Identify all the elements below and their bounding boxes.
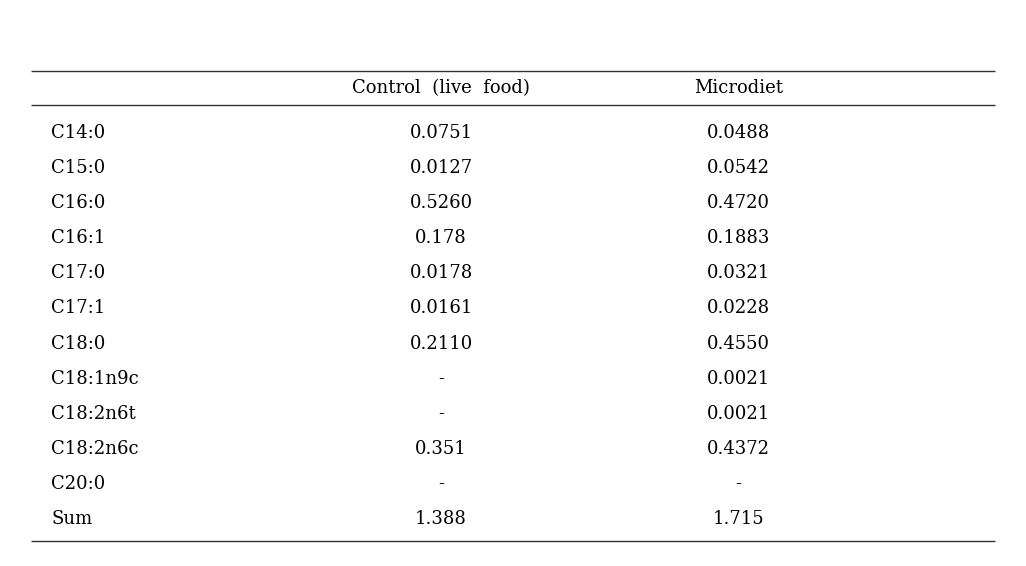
- Text: C16:0: C16:0: [51, 194, 106, 212]
- Text: 1.715: 1.715: [713, 510, 764, 528]
- Text: 0.0751: 0.0751: [409, 124, 473, 142]
- Text: 0.4372: 0.4372: [707, 440, 771, 458]
- Text: 0.1883: 0.1883: [707, 229, 771, 247]
- Text: -: -: [438, 405, 444, 423]
- Text: C14:0: C14:0: [51, 124, 106, 142]
- Text: -: -: [438, 370, 444, 388]
- Text: C16:1: C16:1: [51, 229, 106, 247]
- Text: Microdiet: Microdiet: [695, 79, 783, 97]
- Text: 0.0488: 0.0488: [707, 124, 771, 142]
- Text: 0.4550: 0.4550: [707, 335, 771, 353]
- Text: C18:2n6c: C18:2n6c: [51, 440, 139, 458]
- Text: -: -: [736, 475, 742, 493]
- Text: 0.178: 0.178: [416, 229, 467, 247]
- Text: C17:0: C17:0: [51, 264, 106, 282]
- Text: Control  (live  food): Control (live food): [352, 79, 530, 97]
- Text: C17:1: C17:1: [51, 299, 106, 318]
- Text: C15:0: C15:0: [51, 159, 106, 177]
- Text: 0.2110: 0.2110: [409, 335, 473, 353]
- Text: 0.0542: 0.0542: [707, 159, 771, 177]
- Text: C18:1n9c: C18:1n9c: [51, 370, 140, 388]
- Text: C18:2n6t: C18:2n6t: [51, 405, 136, 423]
- Text: -: -: [438, 475, 444, 493]
- Text: C18:0: C18:0: [51, 335, 106, 353]
- Text: Sum: Sum: [51, 510, 92, 528]
- Text: 0.0178: 0.0178: [409, 264, 473, 282]
- Text: 0.351: 0.351: [416, 440, 467, 458]
- Text: 0.5260: 0.5260: [409, 194, 473, 212]
- Text: 1.388: 1.388: [416, 510, 467, 528]
- Text: 0.0228: 0.0228: [707, 299, 771, 318]
- Text: 0.0161: 0.0161: [409, 299, 473, 318]
- Text: C20:0: C20:0: [51, 475, 106, 493]
- Text: 0.4720: 0.4720: [707, 194, 771, 212]
- Text: 0.0021: 0.0021: [707, 405, 771, 423]
- Text: 0.0127: 0.0127: [409, 159, 473, 177]
- Text: 0.0021: 0.0021: [707, 370, 771, 388]
- Text: 0.0321: 0.0321: [707, 264, 771, 282]
